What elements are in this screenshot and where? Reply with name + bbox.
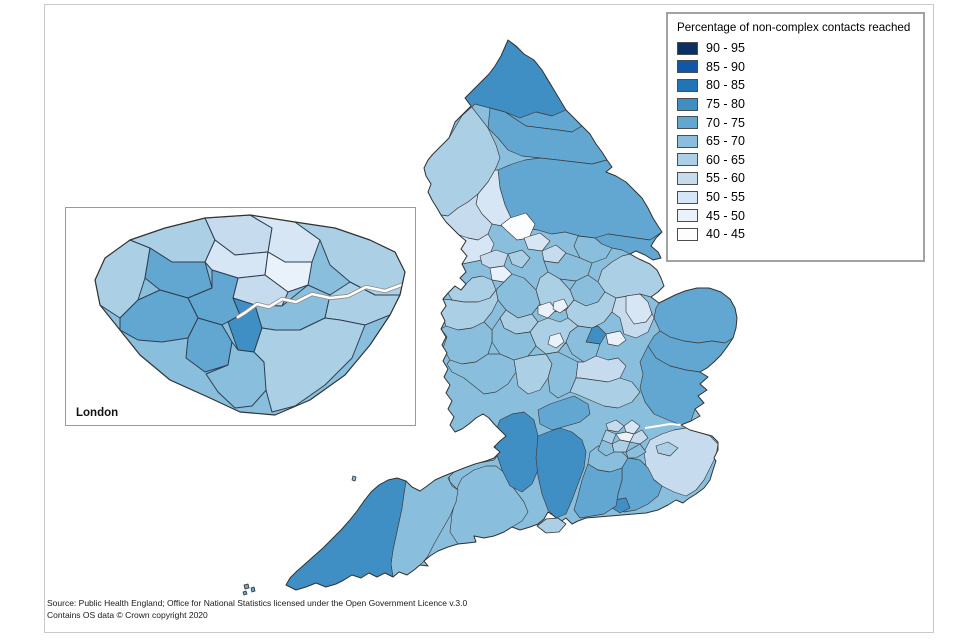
island-scilly-c bbox=[242, 590, 248, 596]
region-london-cell-2 bbox=[623, 419, 641, 435]
borough-ln-bromley bbox=[253, 317, 366, 413]
legend-band-label: 80 - 85 bbox=[706, 78, 745, 93]
legend-row: 65 - 70 bbox=[677, 132, 914, 151]
legend-swatch bbox=[677, 227, 698, 241]
borough-ln-kingston-merton bbox=[185, 317, 233, 373]
region-west-yorkshire-a bbox=[523, 232, 551, 252]
island-lundy bbox=[351, 475, 357, 482]
region-staffordshire bbox=[495, 273, 541, 319]
legend-band-label: 75 - 80 bbox=[706, 97, 745, 112]
legend-swatch bbox=[677, 41, 698, 55]
legend-band-label: 85 - 90 bbox=[706, 59, 745, 74]
legend-title: Percentage of non-complex contacts reach… bbox=[677, 21, 911, 34]
legend-row: 70 - 75 bbox=[677, 113, 914, 132]
source-attribution: Source: Public Health England; Office fo… bbox=[47, 598, 467, 621]
england-regions bbox=[286, 40, 737, 590]
legend-row: 90 - 95 bbox=[677, 39, 914, 58]
legend-box: Percentage of non-complex contacts reach… bbox=[666, 12, 925, 262]
legend-band-label: 65 - 70 bbox=[706, 134, 745, 149]
region-medway bbox=[655, 441, 679, 457]
legend-band-label: 40 - 45 bbox=[706, 227, 745, 242]
london-inset-label: London bbox=[76, 407, 119, 419]
region-berkshire bbox=[537, 395, 591, 431]
region-hampshire bbox=[535, 427, 587, 519]
legend-row: 45 - 50 bbox=[677, 206, 914, 225]
region-hertfordshire bbox=[569, 377, 641, 409]
legend-row: 85 - 90 bbox=[677, 58, 914, 77]
london-blob-outline bbox=[94, 214, 406, 416]
region-derby-white bbox=[552, 298, 569, 314]
region-pennine-white bbox=[500, 212, 536, 241]
legend-swatch bbox=[677, 190, 698, 204]
region-oxfordshire bbox=[513, 353, 553, 395]
region-west-sussex bbox=[573, 463, 623, 519]
region-london-cell-7 bbox=[625, 443, 647, 459]
legend-swatch bbox=[677, 153, 698, 167]
region-midlands-white bbox=[547, 332, 565, 349]
legend-band-label: 90 - 95 bbox=[706, 41, 745, 56]
legend-rows: 90 - 95 85 - 90 80 - 85 75 - 80 70 - 75 65 - … bbox=[677, 39, 914, 244]
legend-swatch bbox=[677, 78, 698, 92]
legend-swatch bbox=[677, 116, 698, 130]
legend-band-label: 60 - 65 bbox=[706, 152, 745, 167]
region-nottingham-white bbox=[537, 301, 557, 319]
legend-swatch bbox=[677, 171, 698, 185]
source-line-1: Source: Public Health England; Office fo… bbox=[47, 598, 468, 608]
legend-swatch bbox=[677, 134, 698, 148]
island-isle-of-wight bbox=[536, 517, 567, 534]
region-london-cell-1 bbox=[605, 419, 625, 433]
region-fenland-white bbox=[605, 330, 627, 347]
legend-row: 40 - 45 bbox=[677, 225, 914, 244]
region-london-cell-5 bbox=[629, 429, 649, 445]
legend-band-label: 45 - 50 bbox=[706, 208, 745, 223]
legend-swatch bbox=[677, 209, 698, 223]
legend-row: 75 - 80 bbox=[677, 95, 914, 114]
legend-band-label: 55 - 60 bbox=[706, 171, 745, 186]
legend-row: 55 - 60 bbox=[677, 169, 914, 188]
region-fenland-pale bbox=[625, 293, 653, 325]
region-greater-manchester-c bbox=[507, 249, 531, 269]
island-scilly-b bbox=[250, 586, 256, 593]
legend-row: 80 - 85 bbox=[677, 76, 914, 95]
region-gloucestershire bbox=[446, 353, 517, 395]
thames-river bbox=[236, 282, 405, 319]
england-coastline bbox=[285, 39, 738, 591]
london-boroughs bbox=[95, 215, 405, 413]
region-london-cell-8 bbox=[597, 439, 615, 457]
legend-band-label: 70 - 75 bbox=[706, 115, 745, 130]
legend-row: 50 - 55 bbox=[677, 188, 914, 207]
source-line-2: Contains OS data © Crown copyright 2020 bbox=[47, 609, 208, 620]
legend-row: 60 - 65 bbox=[677, 151, 914, 170]
island-scilly-a bbox=[243, 583, 250, 590]
legend-swatch bbox=[677, 60, 698, 74]
region-cornwall bbox=[286, 477, 407, 590]
london-inset-box: London bbox=[65, 207, 416, 426]
legend-band-label: 50 - 55 bbox=[706, 190, 745, 205]
legend-swatch bbox=[677, 97, 698, 111]
